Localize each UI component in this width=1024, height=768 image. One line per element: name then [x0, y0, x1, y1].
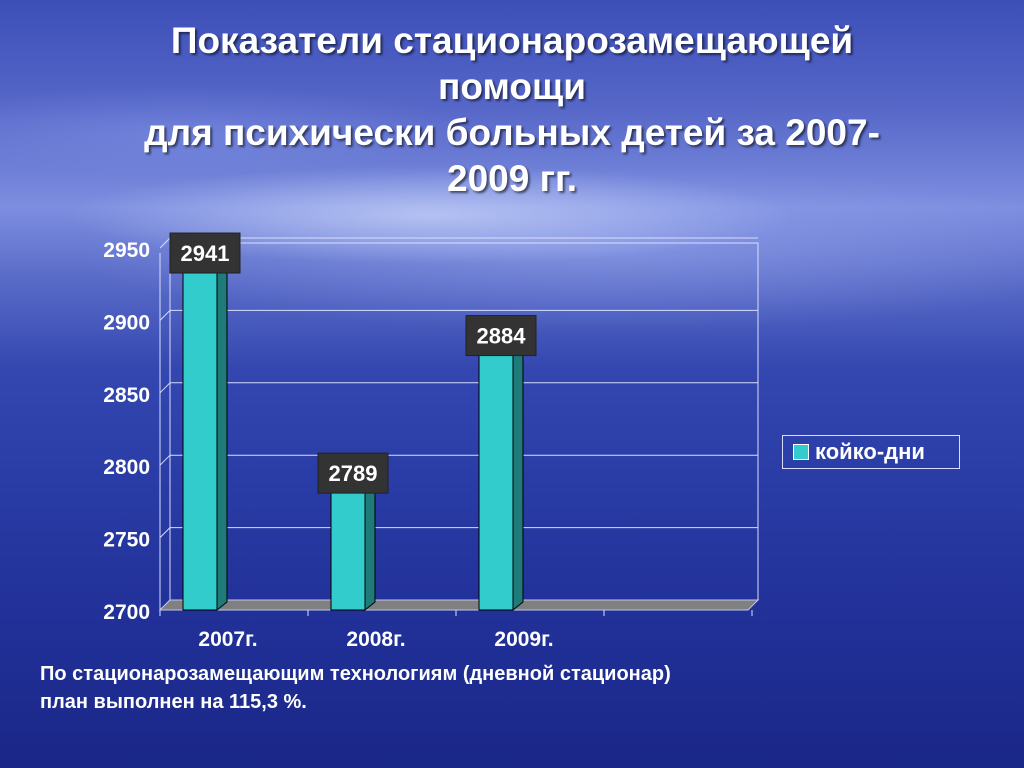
data-label: 2884	[477, 324, 527, 349]
gridline-side	[159, 382, 171, 394]
y-tick-label: 2700	[103, 601, 150, 624]
plot-area	[169, 242, 759, 601]
y-tick-label: 2900	[103, 311, 150, 334]
legend-label: койко-дни	[815, 439, 925, 464]
y-tick-label: 2750	[103, 529, 150, 552]
gridline-side	[159, 454, 171, 466]
x-tick-label: 2008г.	[346, 628, 405, 651]
bar-side	[364, 472, 376, 612]
title-line-2: помощи	[438, 66, 586, 107]
data-label-box	[465, 315, 537, 357]
bar	[182, 260, 218, 611]
data-label: 2789	[329, 461, 378, 486]
data-label-box	[169, 232, 241, 274]
title-line-4: 2009 гг.	[447, 158, 577, 199]
y-tick-label: 2800	[103, 456, 150, 479]
x-tick-label: 2009г.	[494, 628, 553, 651]
footnote-line-2: план выполнен на 115,3 %.	[40, 691, 307, 713]
bar-side	[216, 251, 228, 612]
title-line-1: Показатели стационарозамещающей	[170, 20, 854, 61]
gridline-side	[159, 310, 171, 321]
gridline-side	[159, 527, 171, 538]
gridline-side	[159, 237, 171, 249]
bar	[330, 480, 366, 611]
footnote-line-1: По стационарозамещающим технологиям (дне…	[40, 663, 671, 685]
bar	[478, 343, 514, 611]
x-tick-label: 2007г.	[198, 628, 257, 651]
footnote: По стационарозамещающим технологиям (дне…	[40, 660, 940, 716]
slide-title: Показатели стационарозамещающей помощи д…	[40, 18, 984, 202]
data-label-box	[317, 452, 389, 494]
y-tick-label: 2850	[103, 384, 150, 407]
data-label: 2941	[181, 241, 230, 266]
legend-swatch	[793, 444, 809, 460]
chart-floor	[158, 599, 760, 611]
bar-side	[512, 334, 524, 612]
title-line-3: для психически больных детей за 2007-	[144, 112, 880, 153]
y-tick-label: 2950	[103, 239, 150, 262]
chart-legend: койко-дни	[782, 435, 960, 469]
